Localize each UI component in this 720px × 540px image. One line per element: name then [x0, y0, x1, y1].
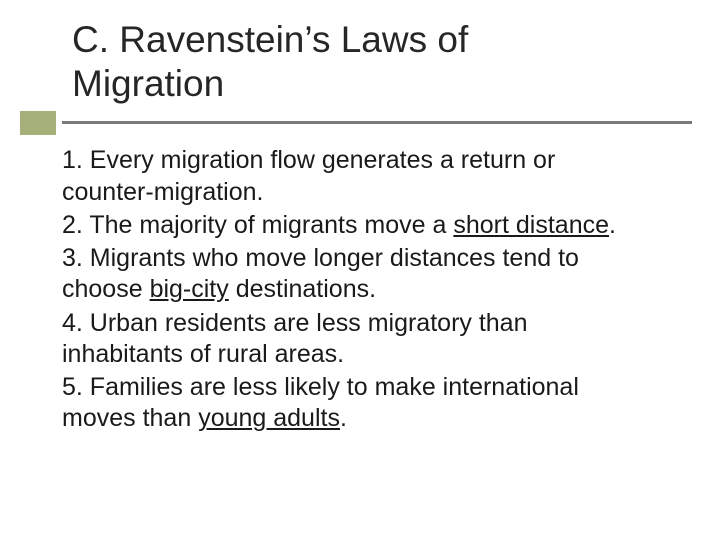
accent-box-icon — [20, 111, 56, 135]
law-2-suffix: . — [609, 211, 616, 239]
law-item-3: 3. Migrants who move longer distances te… — [62, 243, 680, 306]
slide-title: C. Ravenstein’s Laws of Migration — [72, 18, 680, 105]
law-3-suffix: destinations. — [229, 275, 376, 303]
law-2-prefix: 2. The majority of migrants move a — [62, 211, 453, 239]
law-item-4: 4. Urban residents are less migratory th… — [62, 308, 680, 371]
body-text: 1. Every migration flow generates a retu… — [62, 145, 680, 434]
horizontal-rule — [62, 121, 692, 124]
title-line-2: Migration — [72, 63, 224, 104]
law-5-suffix: . — [340, 404, 347, 432]
law-item-2: 2. The majority of migrants move a short… — [62, 210, 680, 241]
law-1-line-1: 1. Every migration flow generates a retu… — [62, 146, 555, 174]
body-block: 1. Every migration flow generates a retu… — [0, 125, 720, 434]
title-rule — [0, 111, 720, 125]
law-4-line-2: inhabitants of rural areas. — [62, 340, 344, 368]
slide: C. Ravenstein’s Laws of Migration 1. Eve… — [0, 0, 720, 540]
law-2-underline: short distance — [453, 211, 609, 239]
law-3-line-1: 3. Migrants who move longer distances te… — [62, 244, 579, 272]
law-5-underline: young adults — [198, 404, 340, 432]
law-5-line-1: 5. Families are less likely to make inte… — [62, 373, 579, 401]
law-4-line-1: 4. Urban residents are less migratory th… — [62, 309, 528, 337]
title-line-1: C. Ravenstein’s Laws of — [72, 19, 468, 60]
law-5-prefix: moves than — [62, 404, 198, 432]
law-item-5: 5. Families are less likely to make inte… — [62, 372, 680, 435]
law-item-1: 1. Every migration flow generates a retu… — [62, 145, 680, 208]
law-3-underline: big-city — [150, 275, 229, 303]
title-block: C. Ravenstein’s Laws of Migration — [0, 0, 720, 105]
law-3-prefix: choose — [62, 275, 150, 303]
law-1-line-2: counter-migration. — [62, 178, 263, 206]
